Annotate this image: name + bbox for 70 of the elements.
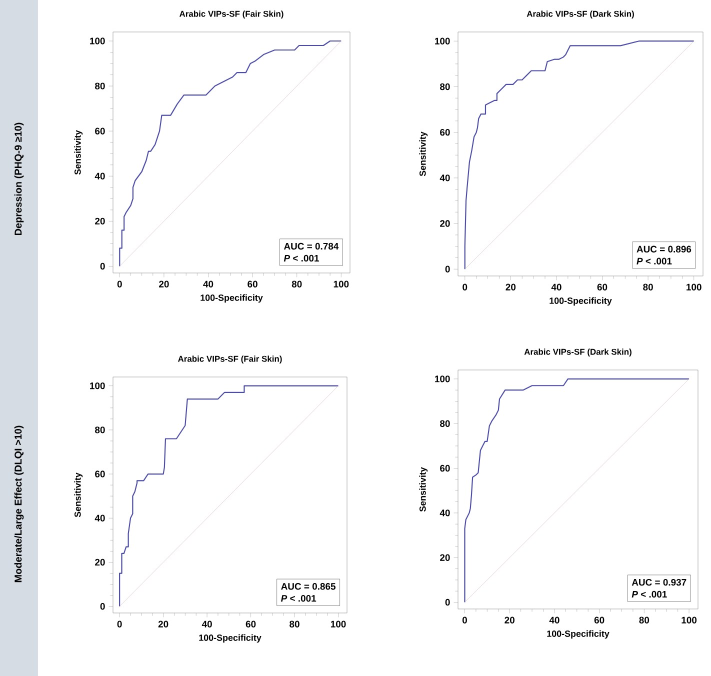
x-tick-label: 60 (597, 284, 608, 290)
y-tick-label: 0 (100, 262, 105, 270)
x-tick-label: 80 (290, 620, 300, 628)
x-tick-label: 80 (643, 284, 653, 290)
annotation: AUC = 0.896 (636, 246, 692, 253)
text: Depression (PHQ-9 ≥10) (14, 122, 24, 236)
x-tick-label: 100 (330, 620, 346, 628)
y-tick-label: 60 (440, 128, 450, 136)
y-tick-label: 20 (440, 554, 450, 561)
y-tick-label: 60 (440, 464, 450, 472)
y-axis-title: Sensitivity (74, 472, 83, 518)
x-tick-label: 0 (462, 284, 468, 290)
y-tick-label: 40 (440, 510, 450, 516)
x-tick-label: 100 (682, 616, 697, 624)
y-tick-label: 100 (90, 38, 105, 44)
y-tick-label: 60 (95, 128, 105, 134)
annotation: P < .001 (280, 595, 316, 602)
x-tick-label: 0 (117, 620, 122, 628)
y-tick-label: 20 (95, 558, 105, 566)
annotation: P < .001 (636, 258, 672, 264)
x-tick-label: 40 (549, 616, 560, 624)
annotation: P < .001 (632, 590, 667, 598)
x-tick-label: 20 (504, 616, 514, 624)
y-tick-label: 40 (94, 172, 105, 180)
x-tick-label: 100 (334, 280, 349, 288)
annotation: AUC = 0.937 (632, 578, 686, 586)
x-tick-label: 20 (158, 620, 168, 628)
x-tick-label: 100 (686, 284, 702, 290)
y-tick-label: 80 (440, 420, 450, 427)
y-axis-title: Sensitivity (74, 130, 83, 175)
x-tick-label: 60 (246, 620, 256, 628)
x-tick-label: 60 (594, 616, 604, 624)
x-tick-label: 0 (462, 616, 467, 624)
x-tick-label: 40 (551, 284, 562, 290)
y-tick-label: 0 (445, 598, 450, 606)
y-axis-title: Sensitivity (419, 467, 428, 512)
text: Moderate/Large Effect (DLQI >10) (14, 426, 24, 582)
y-tick-label: 20 (440, 220, 450, 227)
x-axis-title: 100-Specificity (200, 294, 263, 303)
y-tick-label: 60 (95, 470, 105, 478)
x-axis-title: 100-Specificity (199, 634, 262, 643)
y-tick-label: 20 (95, 218, 105, 225)
annotation: AUC = 0.784 (284, 242, 339, 250)
y-tick-label: 0 (100, 603, 105, 610)
y-tick-label: 40 (440, 174, 450, 182)
x-tick-label: 0 (117, 280, 122, 288)
y-axis-title: Sensitivity (419, 132, 428, 176)
chart-title: Arabic VIPs-SF (Dark Skin) (526, 10, 634, 18)
chart-title: Arabic VIPs-SF (Dark Skin) (524, 348, 632, 356)
x-tick-label: 20 (506, 284, 516, 290)
y-tick-label: 80 (95, 426, 105, 434)
x-tick-label: 60 (248, 280, 258, 288)
x-tick-label: 80 (292, 280, 302, 288)
x-tick-label: 80 (639, 616, 650, 624)
y-tick-label: 100 (435, 376, 450, 382)
y-tick-label: 100 (435, 38, 450, 44)
x-axis-title: 100-Specificity (550, 297, 612, 306)
y-tick-label: 40 (94, 514, 105, 522)
y-tick-label: 80 (440, 83, 450, 90)
x-axis-title: 100-Specificity (547, 630, 610, 639)
y-tick-label: 100 (90, 382, 105, 390)
x-tick-label: 40 (202, 620, 212, 628)
annotation: P < .001 (284, 254, 319, 262)
x-tick-label: 40 (203, 280, 214, 288)
x-tick-label: 20 (159, 280, 169, 288)
y-tick-label: 0 (445, 266, 450, 272)
chart-title: Arabic VIPs-SF (Fair Skin) (179, 10, 284, 18)
annotation: AUC = 0.865 (281, 583, 336, 590)
y-tick-label: 80 (95, 82, 105, 90)
chart-title: Arabic VIPs-SF (Fair Skin) (178, 356, 282, 364)
